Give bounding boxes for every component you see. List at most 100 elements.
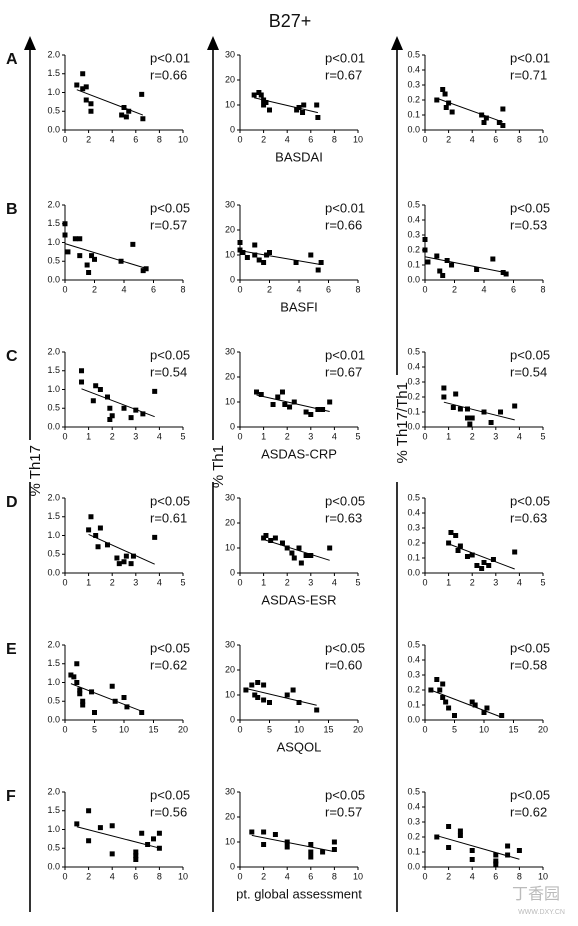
data-point — [331, 839, 337, 845]
data-point — [282, 402, 288, 407]
x-tick-label: 1 — [86, 577, 91, 587]
data-point — [440, 87, 446, 92]
x-tick-label: 0 — [422, 431, 427, 441]
y-tick-label: 10 — [225, 99, 235, 109]
data-point — [255, 680, 261, 685]
x-tick-label: 4 — [332, 577, 337, 587]
x-tick-label: 4 — [470, 134, 475, 144]
data-point — [79, 379, 85, 385]
data-point — [469, 857, 475, 862]
data-point — [320, 849, 326, 855]
y-tick-label: 2.0 — [47, 199, 60, 209]
y-tick-label: 10 — [225, 542, 235, 552]
x-tick-label: 4 — [517, 431, 522, 441]
data-point — [128, 415, 134, 421]
figure-title: B27+ — [269, 11, 312, 31]
p-value: p<0.01 — [150, 50, 190, 65]
data-point — [124, 704, 130, 710]
x-tick-label: 10 — [538, 134, 548, 144]
y-tick-label: 0 — [230, 124, 235, 134]
x-axis-label: ASDAS-CRP — [261, 446, 337, 461]
data-point — [133, 849, 139, 855]
x-tick-label: 4 — [285, 134, 290, 144]
data-point — [133, 857, 139, 862]
data-point — [479, 112, 485, 118]
data-point — [284, 839, 290, 845]
p-value: p<0.05 — [150, 787, 190, 802]
arrowhead — [24, 36, 36, 50]
data-point — [267, 700, 272, 705]
data-point — [287, 404, 293, 410]
r-value: r=0.57 — [325, 804, 362, 819]
data-point — [481, 560, 487, 565]
y-tick-label: 0.3 — [407, 522, 420, 532]
y-tick-label: 0.3 — [407, 376, 420, 386]
data-point — [284, 545, 290, 551]
x-tick-label: 2 — [446, 134, 451, 144]
p-value: p<0.05 — [325, 787, 365, 802]
data-point — [457, 543, 463, 549]
data-point — [116, 561, 122, 567]
data-point — [512, 403, 518, 409]
y-tick-label: 1.0 — [47, 237, 60, 247]
x-tick-label: 2 — [110, 577, 115, 587]
p-value: p<0.05 — [325, 640, 365, 655]
data-point — [469, 699, 475, 705]
data-point — [437, 268, 443, 274]
y-tick-label: 0.5 — [47, 549, 60, 559]
y-tick-label: 0.5 — [47, 843, 60, 853]
y-tick-label: 0.0 — [47, 274, 60, 284]
x-tick-label: 5 — [355, 577, 360, 587]
x-tick-label: 15 — [508, 724, 518, 734]
data-point — [140, 268, 146, 274]
y-tick-label: 20 — [225, 371, 235, 381]
data-point — [92, 256, 97, 262]
data-point — [267, 107, 272, 113]
x-tick-label: 4 — [157, 577, 162, 587]
data-point — [493, 858, 499, 864]
fit-line — [64, 243, 147, 269]
y-tick-label: 1.5 — [47, 805, 60, 815]
data-point — [327, 545, 333, 551]
x-tick-label: 0 — [237, 431, 242, 441]
x-tick-label: 20 — [538, 724, 548, 734]
arrowheads — [24, 36, 403, 50]
data-point — [457, 828, 463, 834]
data-point — [156, 845, 162, 851]
data-point — [140, 116, 146, 122]
x-tick-label: 2 — [285, 431, 290, 441]
x-tick-label: 2 — [452, 284, 457, 294]
data-point — [83, 84, 89, 90]
y-tick-label: 1.5 — [47, 68, 60, 78]
data-point — [298, 560, 304, 566]
x-tick-label: 0 — [237, 871, 242, 881]
x-tick-label: 8 — [517, 871, 522, 881]
y-tick-label: 0.0 — [47, 567, 60, 577]
y-tick-label: 30 — [225, 786, 235, 796]
x-tick-label: 10 — [294, 724, 304, 734]
p-value: p<0.01 — [325, 50, 365, 65]
x-tick-label: 6 — [493, 134, 498, 144]
data-point — [119, 112, 125, 118]
data-point — [261, 260, 267, 265]
x-tick-label: 4 — [517, 577, 522, 587]
y-tick-label: 0.1 — [407, 109, 420, 119]
row-label: D — [6, 494, 18, 511]
data-point — [474, 267, 480, 272]
data-point — [88, 101, 94, 107]
y-tick-label: 2.0 — [47, 786, 60, 796]
data-point — [434, 834, 440, 840]
data-point — [71, 674, 77, 680]
y-tick-label: 0.0 — [47, 124, 60, 134]
x-tick-label: 4 — [110, 871, 115, 881]
r-value: r=0.56 — [150, 804, 187, 819]
x-tick-label: 10 — [119, 724, 129, 734]
data-point — [279, 389, 285, 395]
x-tick-label: 5 — [180, 577, 185, 587]
y-tick-label: 0.3 — [407, 79, 420, 89]
x-tick-label: 1 — [261, 577, 266, 587]
data-point — [469, 552, 475, 558]
data-point — [441, 385, 447, 391]
x-tick-label: 6 — [133, 134, 138, 144]
